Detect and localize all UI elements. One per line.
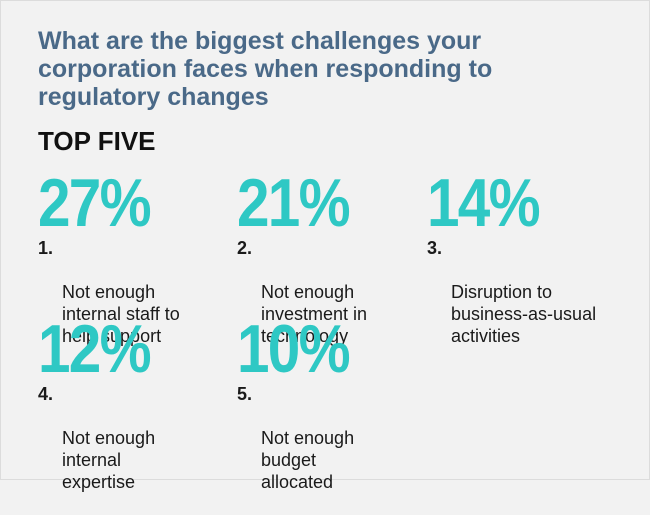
stat-item-2: 21% 2. Not enough investment in technolo… [237, 165, 427, 369]
stat-text: Not enough budget allocated [261, 428, 355, 492]
stat-value: 27% [38, 165, 152, 241]
stat-label: 5. Not enough budget allocated [237, 383, 427, 515]
stat-label: 2. Not enough investment in technology [237, 237, 427, 369]
stat-item-3: 14% 3. Disruption to business-as-usual a… [427, 165, 627, 369]
stat-text: Disruption to business-as-usual activiti… [451, 282, 597, 346]
stat-rank: 1. [38, 238, 54, 258]
infographic-panel: What are the biggest challenges your cor… [0, 0, 650, 492]
stat-rank: 4. [38, 384, 54, 404]
stat-value: 10% [237, 311, 351, 387]
chart-subtitle: TOP FIVE [38, 126, 156, 156]
stat-value: 12% [38, 311, 152, 387]
stat-text: Not enough investment in technology [261, 282, 368, 346]
stat-label: 3. Disruption to business-as-usual activ… [427, 237, 627, 369]
stat-value: 14% [427, 165, 541, 241]
stat-text: Not enough internal expertise [62, 428, 156, 492]
chart-title: What are the biggest challenges your cor… [38, 27, 493, 111]
stat-item-1: 27% 1. Not enough internal staff to help… [38, 165, 228, 369]
stat-label: 1. Not enough internal staff to help sup… [38, 237, 228, 369]
stat-value: 21% [237, 165, 351, 241]
stat-rank: 2. [237, 238, 253, 258]
stat-rank: 3. [427, 238, 443, 258]
stat-text: Not enough internal staff to help suppor… [62, 282, 180, 346]
stat-item-5: 10% 5. Not enough budget allocated [237, 311, 427, 515]
stat-rank: 5. [237, 384, 253, 404]
stat-label: 4. Not enough internal expertise [38, 383, 228, 515]
stat-item-4: 12% 4. Not enough internal expertise [38, 311, 228, 515]
